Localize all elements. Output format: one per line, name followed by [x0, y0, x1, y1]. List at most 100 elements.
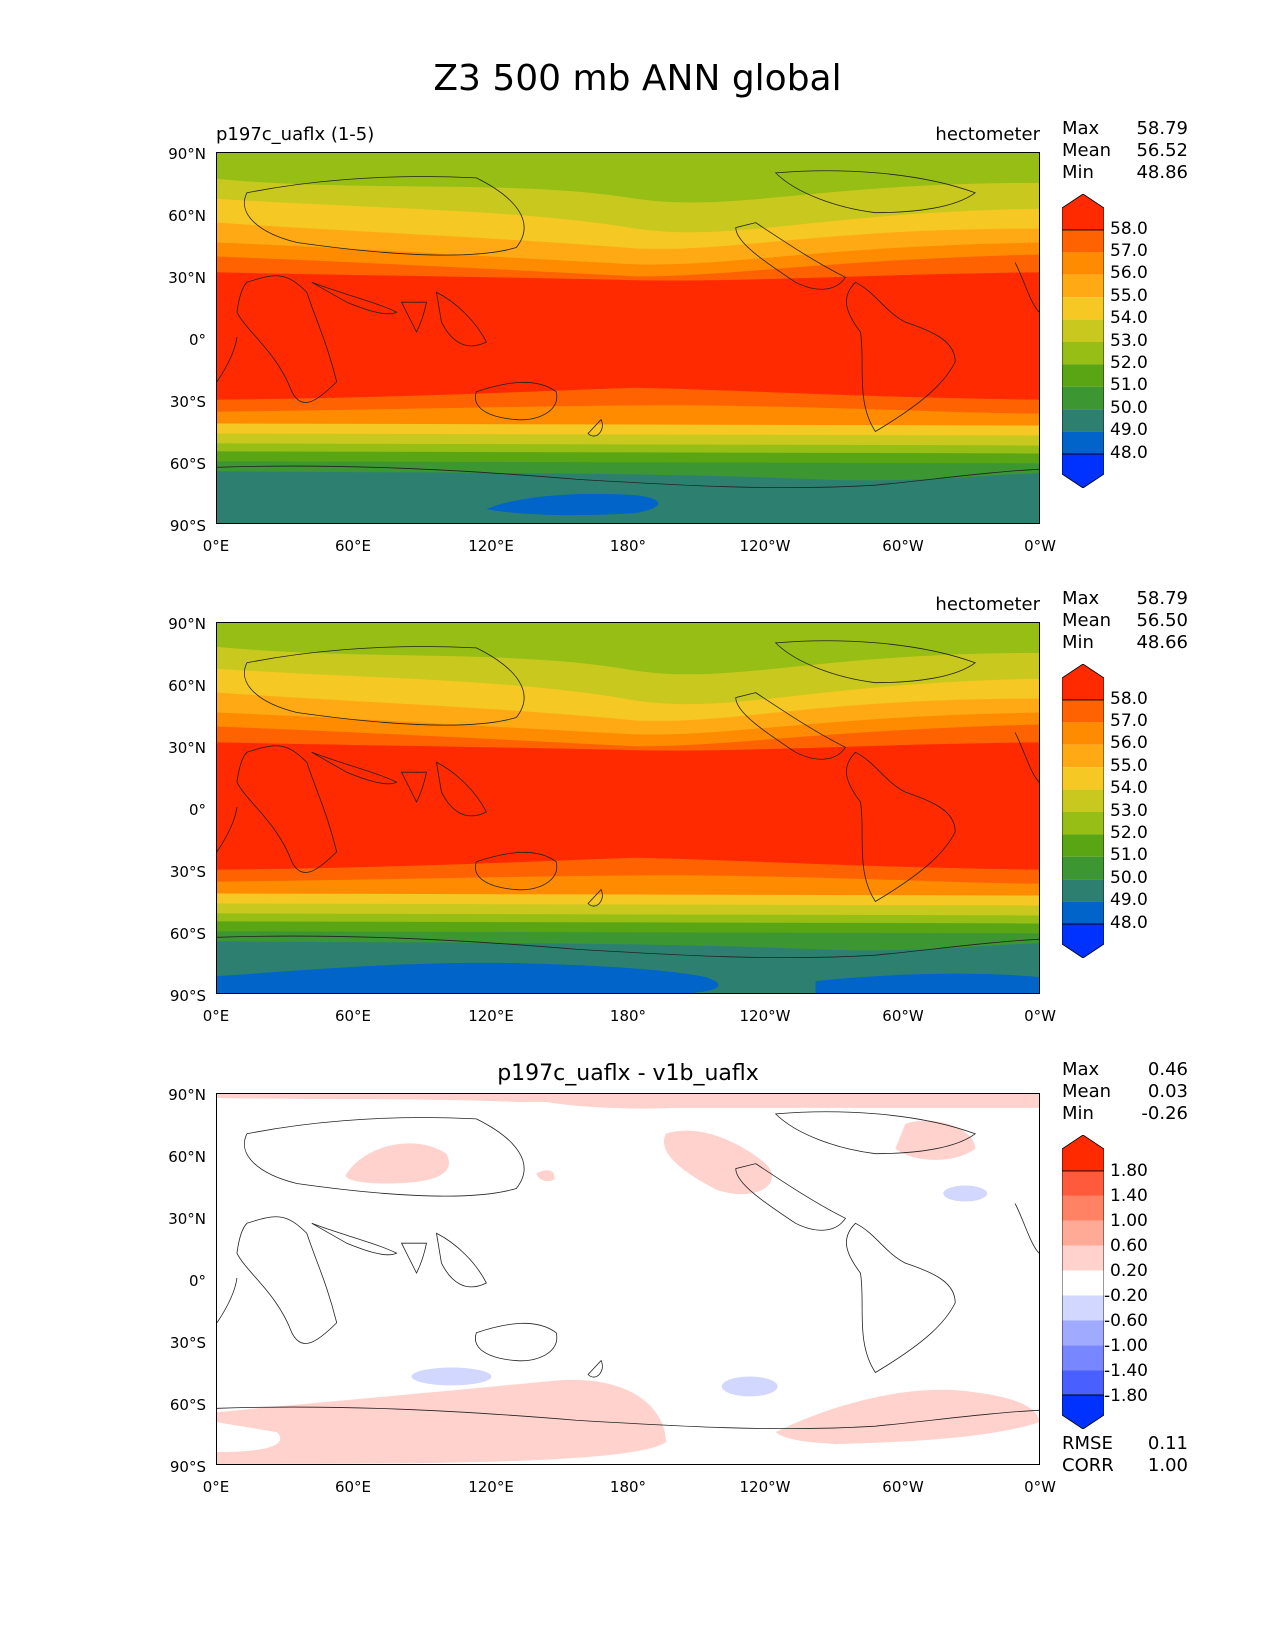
lon-tick-label: 120°E: [468, 1007, 514, 1025]
colorbar-label: 48.0: [1110, 443, 1148, 463]
colorbar-label: -0.60: [1104, 1311, 1148, 1331]
lon-tick-label: 120°E: [468, 1478, 514, 1496]
colorbar-label: 1.80: [1110, 1161, 1148, 1181]
lat-tick-label: 30°N: [168, 269, 206, 287]
colorbar-label: 0.20: [1110, 1261, 1148, 1281]
lat-tick-label: 60°S: [169, 1396, 206, 1414]
colorbar-label: 52.0: [1110, 353, 1148, 373]
lon-tick-label: 60°W: [882, 537, 924, 555]
stat-max-label: Max: [1062, 588, 1100, 609]
stat-min-value: 48.86: [1136, 162, 1188, 183]
stat-mean-label: Mean: [1062, 1081, 1112, 1102]
stat-min-label: Min: [1062, 1103, 1094, 1124]
colorbar-label: 0.60: [1110, 1236, 1148, 1256]
lon-tick-label: 60°E: [334, 537, 372, 555]
colorbar-label: 54.0: [1110, 308, 1148, 328]
panel-test: p197c_uaflx (1-5) hectometer: [0, 118, 1275, 592]
colorbar-label: 49.0: [1110, 890, 1148, 910]
stat-max-value: 58.79: [1136, 588, 1188, 609]
coastlines: [217, 640, 1039, 959]
colorbar-label: 50.0: [1110, 868, 1148, 888]
lon-tick-label: 180°: [609, 1007, 647, 1025]
lat-tick-label: 30°N: [168, 739, 206, 757]
colorbar-label: 48.0: [1110, 913, 1148, 933]
colorbar-label: 54.0: [1110, 778, 1148, 798]
lat-tick-label: 30°S: [169, 393, 206, 411]
colorbar-label: 51.0: [1110, 375, 1148, 395]
stat-mean-value: 0.03: [1147, 1081, 1188, 1102]
contour-fill: [217, 1094, 1039, 1464]
lon-tick-label: 0°E: [202, 1007, 230, 1025]
panel-subtitle: p197c_uaflx - v1b_uaflx: [497, 1061, 759, 1086]
lon-tick-label: 120°W: [739, 1007, 791, 1025]
contour-map: [216, 622, 1040, 994]
lon-tick-label: 180°: [609, 537, 647, 555]
colorbar-label: 56.0: [1110, 263, 1148, 283]
panel-units: hectometer: [935, 594, 1040, 615]
colorbar-label: 51.0: [1110, 845, 1148, 865]
colorbar-label: 1.00: [1110, 1211, 1148, 1231]
stat-mean-label: Mean: [1062, 140, 1112, 161]
colorbar-label: -1.00: [1104, 1336, 1148, 1356]
panel-units: hectometer: [935, 124, 1040, 145]
lat-tick-label: 60°N: [168, 677, 206, 695]
colorbar-label: 53.0: [1110, 331, 1148, 351]
lat-tick-label: 60°N: [168, 207, 206, 225]
colorbar-label: 57.0: [1110, 711, 1148, 731]
colorbar-label: 52.0: [1110, 823, 1148, 843]
stat-max-label: Max: [1062, 1059, 1100, 1080]
stat-corr-label: CORR: [1062, 1455, 1114, 1476]
stat-mean-label: Mean: [1062, 610, 1112, 631]
lat-tick-label: 60°S: [169, 925, 206, 943]
stat-min-value: -0.26: [1141, 1103, 1188, 1124]
lat-tick-label: 90°N: [168, 145, 206, 163]
lat-tick-label: 90°N: [168, 1086, 206, 1104]
lat-tick-label: 0°: [188, 801, 206, 819]
lat-tick-label: 90°S: [169, 517, 206, 535]
lon-tick-label: 120°W: [739, 537, 791, 555]
lat-tick-label: 60°S: [169, 455, 206, 473]
lon-tick-label: 60°E: [334, 1478, 372, 1496]
colorbar-swatches: [1061, 193, 1105, 489]
colorbar-label: 1.40: [1110, 1186, 1148, 1206]
colorbar-label: 58.0: [1110, 689, 1148, 709]
contour-fill: [217, 153, 1039, 523]
panel-difference: p197c_uaflx - v1b_uaflx: [0, 1059, 1275, 1533]
lon-tick-label: 120°E: [468, 537, 514, 555]
colorbar-label: -1.80: [1104, 1386, 1148, 1406]
stat-mean-value: 56.50: [1136, 610, 1188, 631]
lon-tick-label: 120°W: [739, 1478, 791, 1496]
lat-tick-label: 30°S: [169, 863, 206, 881]
lon-tick-label: 60°W: [882, 1478, 924, 1496]
contour-map: [216, 152, 1040, 524]
colorbar-label: 58.0: [1110, 219, 1148, 239]
lat-tick-label: 90°S: [169, 987, 206, 1005]
stat-mean-value: 56.52: [1136, 140, 1188, 161]
colorbar: [1061, 193, 1105, 492]
lat-tick-label: 90°S: [169, 1458, 206, 1476]
panel-reference: hectometer: [0, 588, 1275, 1062]
colorbar-label: -1.40: [1104, 1361, 1148, 1381]
lon-tick-label: 0°W: [1024, 537, 1056, 555]
lat-tick-label: 90°N: [168, 615, 206, 633]
stat-max-value: 0.46: [1147, 1059, 1188, 1080]
colorbar-swatches: [1061, 663, 1105, 959]
colorbar-label: 57.0: [1110, 241, 1148, 261]
coastlines: [217, 170, 1039, 489]
figure-title: Z3 500 mb ANN global: [433, 58, 842, 99]
stat-rmse-value: 0.11: [1147, 1433, 1188, 1454]
contour-fill: [217, 623, 1039, 993]
coastlines: [217, 1111, 1039, 1430]
colorbar-label: 56.0: [1110, 733, 1148, 753]
colorbar-label: 55.0: [1110, 286, 1148, 306]
lat-tick-label: 60°N: [168, 1148, 206, 1166]
panel-subtitle: p197c_uaflx (1-5): [216, 124, 375, 145]
stat-corr-value: 1.00: [1147, 1455, 1188, 1476]
colorbar-label: 50.0: [1110, 398, 1148, 418]
lat-tick-label: 30°S: [169, 1334, 206, 1352]
lon-tick-label: 180°: [609, 1478, 647, 1496]
lat-tick-label: 30°N: [168, 1210, 206, 1228]
lon-tick-label: 0°W: [1024, 1478, 1056, 1496]
lon-tick-label: 0°E: [202, 1478, 230, 1496]
lon-tick-label: 0°W: [1024, 1007, 1056, 1025]
